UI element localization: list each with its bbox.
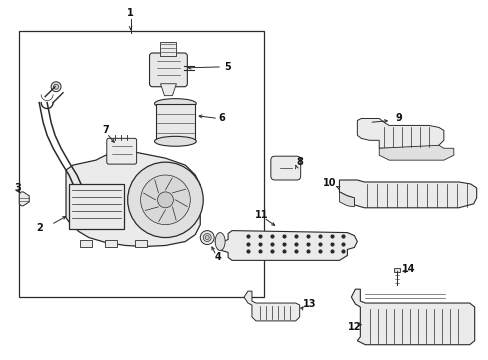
FancyBboxPatch shape [270,156,300,180]
Text: 13: 13 [302,299,316,309]
Text: 12: 12 [347,322,360,332]
Bar [19,31,264,297]
Circle shape [127,162,203,238]
Text: 5: 5 [224,62,231,72]
Bar [104,239,117,247]
Polygon shape [244,291,299,321]
Ellipse shape [215,233,224,251]
Polygon shape [215,231,357,260]
Circle shape [157,192,173,208]
Circle shape [54,84,59,89]
Bar [160,42,176,56]
Polygon shape [19,192,29,206]
Bar [155,104,195,141]
Polygon shape [357,118,443,148]
Polygon shape [339,192,354,207]
Text: 11: 11 [255,210,268,220]
Polygon shape [160,84,176,96]
Circle shape [51,82,61,92]
Text: 2: 2 [36,222,42,233]
Circle shape [141,175,190,225]
Text: 14: 14 [402,264,415,274]
Polygon shape [351,289,474,345]
Bar [69,184,123,229]
Polygon shape [379,145,453,160]
FancyBboxPatch shape [106,138,136,164]
Ellipse shape [154,136,196,146]
Circle shape [205,235,209,239]
FancyBboxPatch shape [149,53,187,87]
Text: 8: 8 [296,157,303,167]
Bar [134,239,146,247]
Circle shape [203,234,211,242]
Text: 1: 1 [127,8,134,18]
Text: 6: 6 [218,113,225,123]
Text: 7: 7 [102,125,109,135]
Text: 10: 10 [322,178,336,188]
Ellipse shape [154,99,196,109]
Polygon shape [66,152,200,247]
Text: 4: 4 [214,252,221,262]
Bar [393,268,399,272]
Circle shape [200,231,214,244]
Bar [80,239,92,247]
Polygon shape [339,180,476,208]
Text: 3: 3 [14,183,20,193]
Text: 9: 9 [395,113,402,123]
